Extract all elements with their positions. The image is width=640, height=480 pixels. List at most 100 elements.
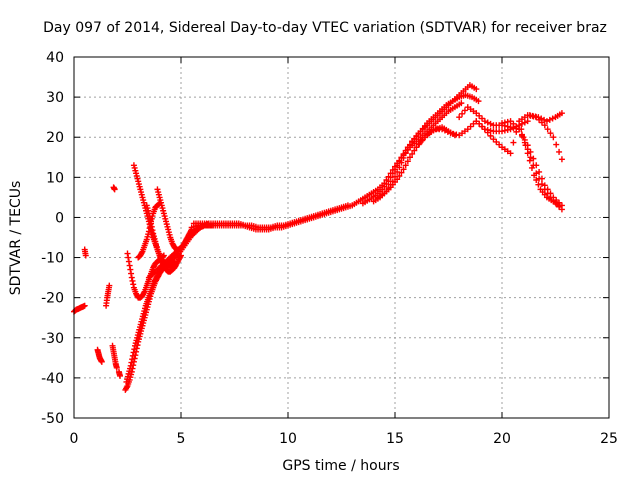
- data-point: [510, 139, 517, 146]
- series-isolated-3: [115, 368, 124, 379]
- data-series: [71, 82, 565, 393]
- series-rise-a: [349, 100, 465, 209]
- data-point: [127, 266, 134, 273]
- y-tick-label: 10: [46, 170, 64, 186]
- x-tick-label: 10: [279, 431, 297, 447]
- data-point: [556, 202, 563, 209]
- x-tick-label: 25: [600, 431, 618, 447]
- data-point: [113, 364, 120, 371]
- data-point: [389, 170, 396, 177]
- data-point: [398, 159, 405, 166]
- data-point: [128, 270, 135, 277]
- x-tick-label: 20: [493, 431, 511, 447]
- data-point: [461, 107, 468, 114]
- data-point: [475, 98, 482, 105]
- data-point: [541, 122, 548, 129]
- data-point: [522, 142, 529, 149]
- data-point: [98, 358, 105, 365]
- data-point: [484, 129, 491, 136]
- data-point: [558, 206, 565, 213]
- data-point: [535, 181, 542, 188]
- data-point: [528, 164, 535, 171]
- data-point: [128, 359, 135, 366]
- data-point: [419, 137, 426, 144]
- data-point: [130, 349, 137, 356]
- y-tick-label: 0: [55, 210, 64, 226]
- data-point: [484, 119, 491, 126]
- data-point: [406, 154, 413, 161]
- series-midday-band-2: [190, 202, 351, 231]
- data-point: [404, 146, 411, 153]
- data-point: [520, 134, 527, 141]
- series-sat-rise-2: [123, 268, 164, 385]
- data-point: [459, 110, 466, 117]
- y-tick-label: 40: [46, 50, 64, 66]
- y-tick-label: -50: [41, 411, 64, 427]
- y-tick-label: 20: [46, 130, 64, 146]
- data-point: [127, 362, 134, 369]
- series-afternoon-e: [526, 110, 565, 125]
- data-point: [406, 142, 413, 149]
- data-point: [130, 281, 137, 288]
- y-axis-label: SDTVAR / TECUs: [8, 181, 24, 296]
- data-point: [396, 172, 403, 179]
- data-point: [400, 154, 407, 161]
- data-point: [125, 258, 132, 265]
- data-point: [145, 210, 152, 217]
- data-point: [556, 148, 563, 155]
- data-point: [124, 250, 131, 257]
- data-point: [402, 150, 409, 157]
- data-point: [526, 157, 533, 164]
- series-isolated-1: [81, 246, 89, 259]
- data-point: [518, 126, 525, 133]
- data-point: [546, 116, 553, 123]
- x-tick-label: 0: [70, 431, 79, 447]
- y-tick-label: -10: [41, 251, 64, 267]
- series-isolated-2: [110, 184, 118, 193]
- data-point: [111, 186, 118, 193]
- y-tick-label: -40: [41, 371, 64, 387]
- data-point: [553, 141, 560, 148]
- data-point: [400, 166, 407, 173]
- data-point: [547, 130, 554, 137]
- data-point: [404, 158, 411, 165]
- series-sat-5: [135, 200, 163, 261]
- series-afternoon-f: [518, 126, 563, 209]
- data-point: [82, 252, 89, 259]
- series-early-cluster-c: [109, 342, 120, 371]
- x-axis-label: GPS time / hours: [282, 458, 399, 474]
- data-point: [128, 274, 135, 281]
- data-point: [117, 372, 124, 379]
- data-point: [487, 132, 494, 139]
- data-point: [487, 120, 494, 127]
- data-point: [550, 134, 557, 141]
- x-tick-label: 15: [386, 431, 404, 447]
- data-point: [481, 126, 488, 133]
- series-early-cluster-a: [94, 346, 105, 365]
- data-point: [106, 282, 113, 289]
- data-point: [396, 164, 403, 171]
- data-point: [148, 220, 155, 227]
- data-point: [544, 190, 551, 197]
- data-point: [527, 154, 534, 161]
- data-point: [411, 147, 418, 154]
- series-sat-7: [154, 186, 195, 253]
- data-point: [394, 176, 401, 183]
- data-point: [558, 156, 565, 163]
- data-point: [398, 169, 405, 176]
- chart-title: Day 097 of 2014, Sidereal Day-to-day VTE…: [43, 20, 607, 36]
- data-point: [473, 86, 480, 93]
- data-point: [558, 110, 565, 117]
- data-point: [125, 254, 132, 261]
- data-point: [458, 100, 465, 107]
- data-point: [147, 217, 154, 224]
- plot-frame: [73, 56, 610, 419]
- data-point: [533, 177, 540, 184]
- data-point: [521, 119, 528, 126]
- data-point: [524, 150, 531, 157]
- data-point: [129, 352, 136, 359]
- data-point: [148, 223, 155, 230]
- data-point: [409, 150, 416, 157]
- data-point: [456, 114, 463, 121]
